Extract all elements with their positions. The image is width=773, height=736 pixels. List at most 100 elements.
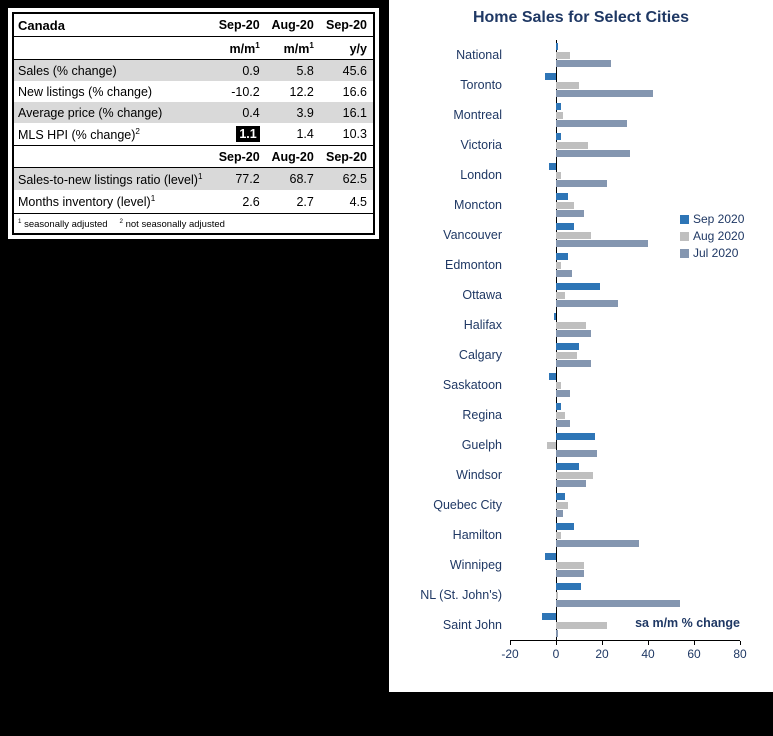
value-cell: 3.9 (265, 102, 320, 124)
chart-title: Home Sales for Select Cities (472, 9, 690, 26)
value-cell: 5.8 (265, 59, 320, 82)
bar-group (510, 490, 740, 520)
bar-aug-2020 (556, 351, 577, 359)
canada-stats-panel: Canada Sep-20 Aug-20 Sep-20 m/m1 m/m1 y/… (8, 8, 379, 239)
table-title: Canada (13, 13, 212, 37)
table-row: Sales (% change) 0.9 5.8 45.6 (13, 59, 374, 82)
chart-row: Halifax (389, 310, 773, 340)
chart-row: Regina (389, 400, 773, 430)
bar-group (510, 460, 740, 490)
table-row: Months inventory (level)1 2.6 2.7 4.5 (13, 190, 374, 213)
x-tick-label: 80 (733, 647, 747, 661)
category-label: Saint John (442, 618, 502, 632)
row-label: Months inventory (level)1 (18, 193, 156, 210)
row-label: Sales-to-new listings ratio (level)1 (13, 167, 212, 191)
legend-swatch-sep-2020 (680, 214, 689, 224)
category-label: Saskatoon (442, 378, 502, 392)
value-cell: 62.5 (319, 167, 374, 191)
table-footnote: 1 seasonally adjusted 2 not seasonally ad… (13, 212, 374, 234)
table-footnote-row: 1 seasonally adjusted 2 not seasonally ad… (13, 212, 374, 234)
bar-jul-2020 (556, 480, 586, 487)
category-label: Vancouver (443, 228, 502, 242)
row-label: New listings (% change) (18, 84, 153, 99)
header-cell: Sep-20 (211, 13, 266, 37)
legend-swatch-jul-2020 (680, 248, 689, 258)
chart-area: National Toronto Montreal Victoria London Mon… (389, 40, 773, 661)
bar-jul-2020 (556, 420, 570, 427)
value-cell: 0.4 (211, 102, 266, 124)
subheader-text: m/m (283, 41, 310, 56)
empty-cell (13, 145, 212, 169)
value-cell: 68.7 (265, 167, 320, 191)
bar-jul-2020 (556, 330, 591, 337)
header-cell: Sep-20 (319, 145, 374, 169)
chart-row: National (389, 40, 773, 70)
bar-group (510, 130, 740, 160)
bar-jul-2020 (556, 600, 681, 607)
table-foot: 1 seasonally adjusted 2 not seasonally ad… (13, 212, 374, 234)
bar-group (510, 550, 740, 580)
chart-row: Hamilton (389, 520, 773, 550)
bar-sep-2020 (556, 523, 575, 530)
canada-table: Canada Sep-20 Aug-20 Sep-20 m/m1 m/m1 y/… (12, 12, 375, 235)
subheader-text: m/m (229, 41, 256, 56)
value-cell: 16.1 (319, 102, 374, 124)
highlighted-value: 1.1 (236, 126, 260, 143)
bar-jul-2020 (556, 360, 591, 367)
chart-row: Saskatoon (389, 370, 773, 400)
bar-aug-2020 (556, 591, 559, 599)
row-label: Average price (% change) (13, 102, 212, 124)
bar-group (510, 160, 740, 190)
bar-sep-2020 (556, 403, 561, 410)
bar-sep-2020 (556, 133, 561, 140)
subheader-sup: 1 (309, 40, 314, 50)
bar-group (510, 340, 740, 370)
header-cell: Sep-20 (211, 145, 266, 169)
table-subheader-row: m/m1 m/m1 y/y (13, 36, 374, 61)
bar-group (510, 310, 740, 340)
row-label: MLS HPI (% change)2 (18, 126, 140, 142)
bar-aug-2020 (556, 141, 589, 149)
category-label: National (456, 48, 502, 62)
x-tick (556, 641, 557, 645)
value-cell: 77.2 (211, 167, 266, 191)
value-cell: 10.3 (342, 127, 367, 142)
legend-item: Sep 2020 (680, 212, 744, 226)
category-label: Hamilton (452, 528, 502, 542)
table-head-2: Sep-20 Aug-20 Sep-20 (13, 145, 374, 169)
category-label: Calgary (458, 348, 502, 362)
table-row: Sales-to-new listings ratio (level)1 77.2… (13, 167, 374, 191)
chart-row: Windsor (389, 460, 773, 490)
subheader-cell: m/m1 (265, 36, 320, 61)
chart-row: Toronto (389, 70, 773, 100)
x-tick (602, 641, 603, 645)
bar-jul-2020 (556, 270, 573, 277)
x-tick-label: 60 (687, 647, 701, 661)
category-label: Moncton (454, 198, 502, 212)
category-label: Windsor (456, 468, 502, 482)
value-cell: 2.7 (296, 194, 314, 209)
header-cell: Sep-20 (319, 13, 374, 37)
table-row: Average price (% change) 0.4 3.9 16.1 (13, 102, 374, 124)
chart-row: Guelph (389, 430, 773, 460)
value-cell: 0.9 (211, 59, 266, 82)
x-tick (740, 641, 741, 645)
bar-jul-2020 (556, 90, 653, 97)
bar-sep-2020 (556, 433, 596, 440)
bar-group (510, 580, 740, 610)
empty-cell (13, 36, 212, 61)
category-label: Quebec City (433, 498, 502, 512)
category-label: Ottawa (462, 288, 502, 302)
bar-sep-2020 (556, 43, 559, 50)
header-cell: Aug-20 (265, 145, 320, 169)
bar-jul-2020 (556, 240, 648, 247)
row-label: Sales (% change) (13, 59, 212, 82)
legend-label: Jul 2020 (693, 246, 739, 260)
value-cell: 45.6 (319, 59, 374, 82)
bar-jul-2020 (556, 540, 639, 547)
category-label: Montreal (453, 108, 502, 122)
bar-sep-2020 (556, 583, 582, 590)
x-tick-label: 20 (595, 647, 609, 661)
bar-sep-2020 (549, 163, 556, 170)
bar-aug-2020 (546, 441, 556, 449)
